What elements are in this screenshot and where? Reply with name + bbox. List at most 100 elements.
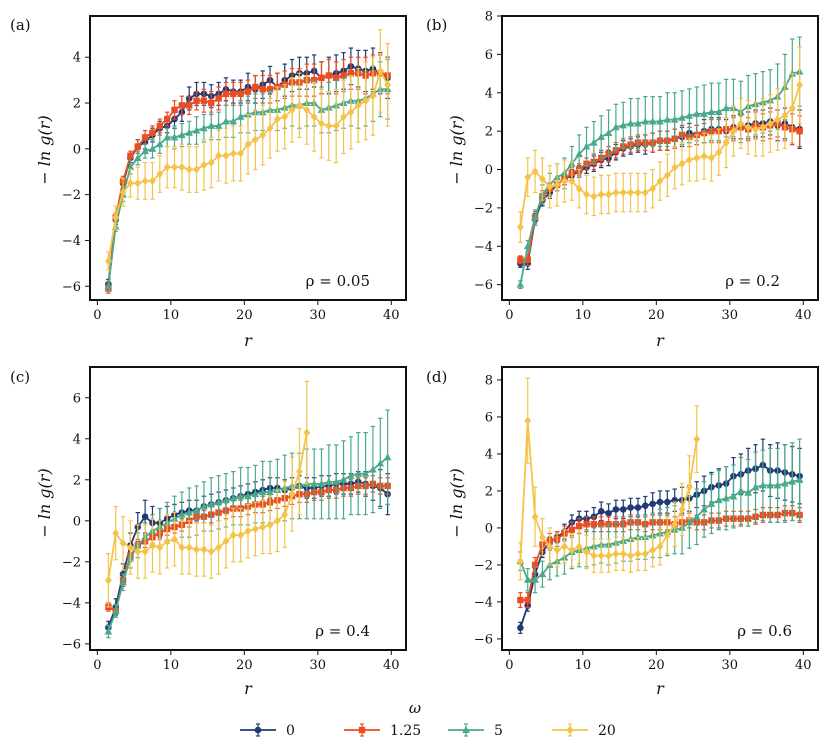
y-tick-label: −6 (62, 637, 81, 652)
data-point (612, 123, 620, 131)
x-tick-label: 30 (310, 308, 327, 323)
data-point (730, 126, 737, 136)
data-point (347, 70, 355, 77)
data-point (186, 102, 193, 109)
data-point (266, 488, 274, 496)
data-point (523, 242, 532, 250)
data-point (325, 477, 333, 485)
data-point (229, 149, 237, 158)
y-tick-label: −2 (474, 201, 493, 216)
data-point (303, 428, 311, 437)
data-point (178, 102, 186, 109)
data-point (627, 504, 634, 511)
data-point (685, 518, 694, 526)
data-point (788, 103, 796, 113)
data-point (553, 545, 561, 555)
data-point (163, 115, 171, 123)
data-point (266, 520, 274, 530)
data-point (288, 489, 296, 499)
data-point (230, 90, 237, 98)
data-point (568, 526, 576, 533)
data-point (648, 117, 657, 125)
data-point (281, 112, 289, 121)
data-point (575, 542, 583, 551)
data-point (671, 163, 679, 172)
data-point (236, 492, 245, 500)
data-point (244, 140, 252, 149)
legend-marker (566, 725, 574, 735)
data-point (141, 176, 149, 186)
data-point (707, 499, 716, 507)
data-point (685, 483, 693, 492)
data-point (583, 190, 590, 199)
data-point (590, 521, 598, 528)
y-tick-label: 4 (73, 51, 81, 66)
data-point (127, 178, 134, 188)
data-point (192, 506, 201, 514)
data-point (214, 498, 223, 506)
data-point (619, 549, 627, 559)
data-point (773, 481, 782, 489)
data-point (141, 134, 149, 141)
data-point (612, 188, 620, 197)
data-point (678, 505, 686, 514)
y-tick-label: −4 (62, 596, 81, 611)
data-point (700, 505, 708, 513)
data-point (171, 106, 178, 114)
data-point (193, 545, 200, 554)
data-point (200, 124, 208, 132)
series-omega-20-panel-a (104, 29, 392, 271)
panel-label-c: (c) (10, 368, 30, 386)
data-point (200, 545, 208, 554)
y-tick-label: 2 (73, 97, 81, 112)
data-point (215, 151, 223, 160)
data-point (384, 80, 392, 89)
y-tick-label: 4 (73, 432, 81, 447)
data-point (141, 147, 149, 155)
data-point (229, 494, 238, 502)
density-annotation-d: ρ = 0.6 (737, 622, 792, 640)
data-point (692, 109, 701, 117)
data-point (788, 477, 797, 485)
data-point (112, 213, 120, 222)
data-point (634, 504, 642, 511)
data-point (715, 148, 723, 157)
legend-item-omega-1-25: 1.25 (344, 723, 421, 739)
data-point (325, 72, 333, 79)
data-point (678, 159, 686, 168)
x-tick-label: 40 (383, 658, 400, 673)
plot-frame (89, 366, 407, 651)
data-point (634, 119, 642, 127)
data-point (339, 475, 348, 483)
data-point (700, 151, 708, 161)
data-point (604, 129, 613, 137)
data-point (332, 121, 340, 131)
data-point (626, 119, 635, 127)
y-tick-label: −6 (62, 280, 81, 295)
data-point (104, 627, 113, 635)
legend-label: 1.25 (390, 723, 421, 739)
data-point (134, 178, 142, 188)
data-point (597, 190, 605, 199)
data-point (237, 90, 244, 98)
x-tick-label: 40 (383, 308, 400, 323)
series-line (107, 432, 308, 581)
data-point (303, 105, 311, 115)
data-point (671, 520, 679, 529)
data-point (759, 481, 767, 489)
data-point (656, 176, 664, 186)
data-point (229, 530, 237, 540)
plot-frame (501, 15, 819, 301)
data-point (141, 513, 149, 521)
data-point (796, 80, 804, 90)
data-point (325, 121, 333, 131)
data-point (517, 624, 524, 632)
data-point (258, 488, 267, 496)
data-point (244, 492, 252, 500)
data-point (214, 121, 223, 129)
y-tick-label: −2 (62, 555, 81, 570)
data-point (641, 188, 649, 197)
y-tick-label: −6 (474, 632, 493, 647)
data-point (663, 115, 672, 123)
y-tick-label: −4 (62, 234, 81, 249)
